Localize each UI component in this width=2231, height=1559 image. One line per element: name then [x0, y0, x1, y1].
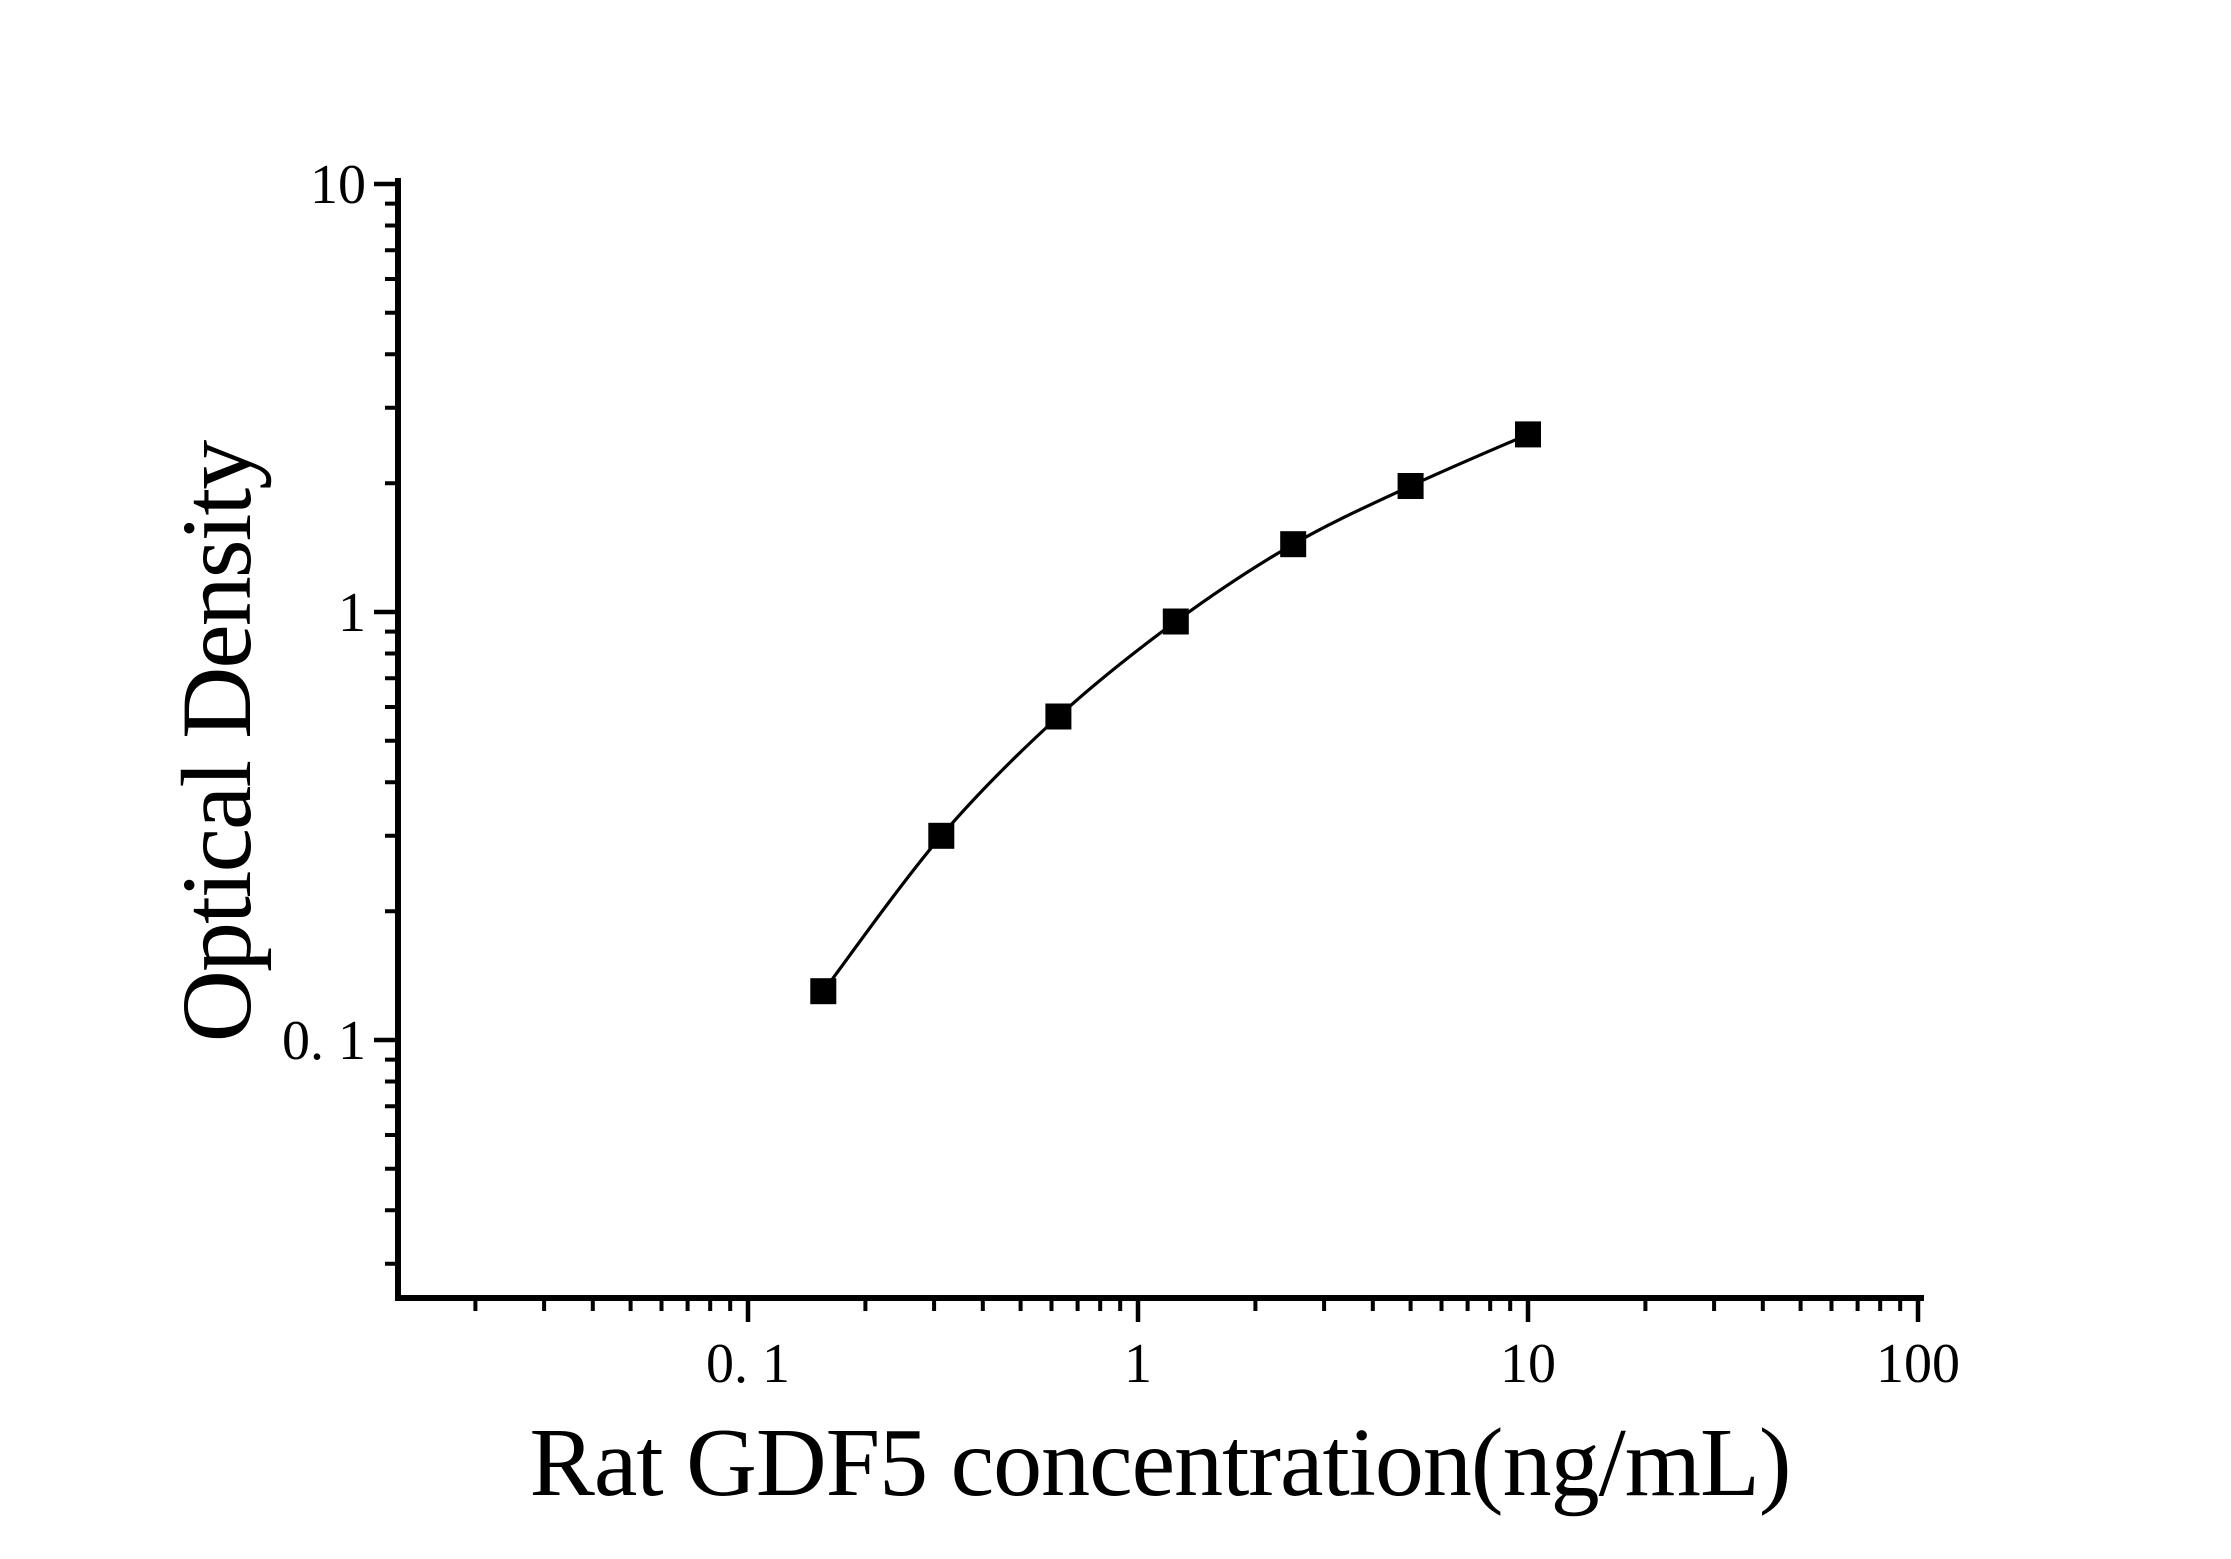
data-point-marker — [1515, 421, 1541, 448]
x-tick-label: 1 — [1124, 1333, 1152, 1395]
data-point-marker — [810, 978, 837, 1005]
minor-ticks — [385, 201, 1903, 1311]
data-point-marker — [928, 822, 955, 849]
data-point-marker — [1162, 608, 1189, 635]
data-point-marker — [1045, 703, 1072, 730]
x-tick-label: 0. 1 — [706, 1333, 790, 1395]
y-tick-label: 1 — [338, 582, 366, 644]
x-tick-labels: 0. 1 1 10 100 — [706, 1333, 1960, 1395]
x-axis-title: Rat GDF5 concentration(ng/mL) — [529, 1409, 1790, 1517]
y-tick-label: 0. 1 — [282, 1010, 366, 1072]
y-axis-title: Optical Density — [161, 440, 272, 1042]
curve-line — [822, 432, 1529, 993]
x-tick-label: 100 — [1876, 1333, 1960, 1395]
x-tick-label: 10 — [1500, 1333, 1556, 1395]
y-tick-label: 10 — [310, 154, 366, 216]
data-point-marker — [1397, 473, 1424, 499]
data-markers — [810, 421, 1541, 1005]
axis-spines — [395, 178, 1924, 1301]
data-point-marker — [1280, 531, 1307, 558]
y-tick-labels: 10 1 0. 1 — [282, 154, 366, 1072]
major-ticks — [374, 181, 1921, 1322]
